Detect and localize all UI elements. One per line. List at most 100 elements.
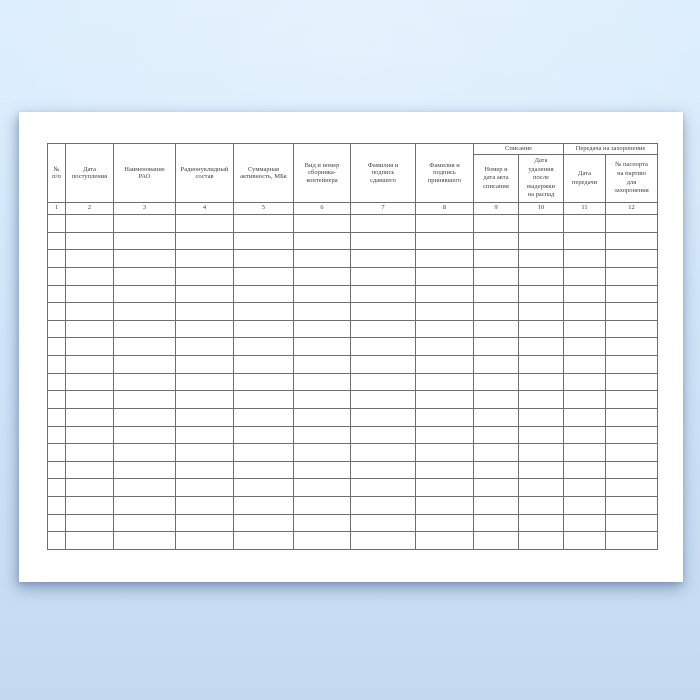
empty-cell [350, 390, 416, 409]
empty-cell [415, 425, 474, 445]
empty-table-row [47, 425, 659, 445]
empty-cell [175, 513, 234, 533]
table-header: № п/п Дата поступления Наименование РАО … [47, 143, 659, 215]
group-header-spisanie: Списание [472, 143, 565, 155]
empty-table-row [47, 443, 659, 462]
empty-cell [415, 513, 474, 533]
empty-cell [233, 443, 294, 462]
empty-cell [293, 372, 351, 392]
empty-cell [605, 231, 659, 251]
subheader-row: Номер и дата акта списания Дата удаления… [48, 154, 659, 203]
column-header-sdavshij: Фамилия и подпись сдавшего [350, 143, 416, 203]
empty-cell [517, 249, 565, 268]
empty-cell [47, 355, 66, 374]
empty-cell [293, 478, 351, 497]
empty-cell [293, 266, 351, 286]
empty-cell [293, 513, 351, 533]
empty-cell [415, 407, 474, 427]
empty-cell [605, 460, 659, 480]
empty-cell [175, 390, 234, 409]
empty-cell [113, 214, 176, 233]
empty-cell [65, 531, 114, 550]
empty-cell [563, 531, 607, 550]
empty-cell [175, 214, 234, 233]
empty-cell [473, 302, 519, 321]
empty-cell [605, 531, 659, 550]
empty-cell [473, 513, 519, 533]
empty-cell [473, 390, 519, 409]
empty-cell [415, 390, 474, 409]
empty-cell [473, 214, 519, 233]
empty-table-row [47, 249, 659, 268]
empty-cell [65, 496, 114, 515]
empty-cell [65, 425, 114, 445]
empty-cell [563, 496, 607, 515]
document-page: № п/п Дата поступления Наименование РАО … [19, 112, 683, 582]
column-number: 6 [293, 202, 351, 215]
empty-cell [415, 266, 474, 286]
empty-cell [47, 231, 66, 251]
empty-cell [293, 496, 351, 515]
empty-cell [473, 496, 519, 515]
empty-cell [293, 355, 351, 374]
empty-cell [113, 249, 176, 268]
empty-cell [517, 460, 565, 480]
empty-cell [605, 284, 659, 304]
rao-log-table: № п/п Дата поступления Наименование РАО … [47, 143, 659, 550]
column-header-data-peredachi: Дата передачи [563, 154, 607, 203]
empty-cell [517, 231, 565, 251]
empty-cell [175, 355, 234, 374]
empty-cell [473, 372, 519, 392]
empty-cell [175, 496, 234, 515]
empty-cell [233, 513, 294, 533]
empty-cell [233, 337, 294, 356]
empty-cell [517, 531, 565, 550]
empty-cell [175, 372, 234, 392]
empty-cell [563, 284, 607, 304]
table-body [47, 214, 659, 550]
column-header-pasport: № паспорта на партию для захоронения [605, 154, 659, 203]
empty-cell [563, 214, 607, 233]
empty-cell [233, 372, 294, 392]
empty-cell [517, 319, 565, 339]
empty-cell [175, 231, 234, 251]
empty-table-row [47, 214, 659, 233]
column-number: 9 [473, 202, 519, 215]
empty-table-row [47, 496, 659, 515]
empty-cell [605, 513, 659, 533]
empty-cell [47, 319, 66, 339]
empty-cell [605, 478, 659, 497]
empty-cell [415, 214, 474, 233]
empty-cell [563, 337, 607, 356]
empty-cell [605, 407, 659, 427]
empty-cell [47, 266, 66, 286]
empty-cell [47, 372, 66, 392]
empty-cell [415, 478, 474, 497]
empty-cell [175, 319, 234, 339]
column-header-prinyavshij: Фамилия и подпись принявшего [415, 143, 474, 203]
empty-cell [473, 443, 519, 462]
empty-cell [563, 425, 607, 445]
empty-cell [563, 407, 607, 427]
empty-cell [473, 231, 519, 251]
empty-cell [47, 460, 66, 480]
empty-cell [517, 337, 565, 356]
empty-cell [47, 443, 66, 462]
empty-cell [473, 425, 519, 445]
empty-cell [293, 443, 351, 462]
empty-cell [563, 249, 607, 268]
column-header-akt-spisaniya: Номер и дата акта списания [473, 154, 519, 203]
empty-cell [65, 302, 114, 321]
empty-cell [350, 460, 416, 480]
empty-cell [47, 390, 66, 409]
empty-cell [293, 231, 351, 251]
empty-cell [47, 302, 66, 321]
empty-cell [563, 302, 607, 321]
empty-cell [563, 390, 607, 409]
empty-cell [293, 214, 351, 233]
column-number: 10 [517, 202, 565, 215]
empty-cell [113, 355, 176, 374]
empty-cell [233, 531, 294, 550]
empty-cell [350, 372, 416, 392]
